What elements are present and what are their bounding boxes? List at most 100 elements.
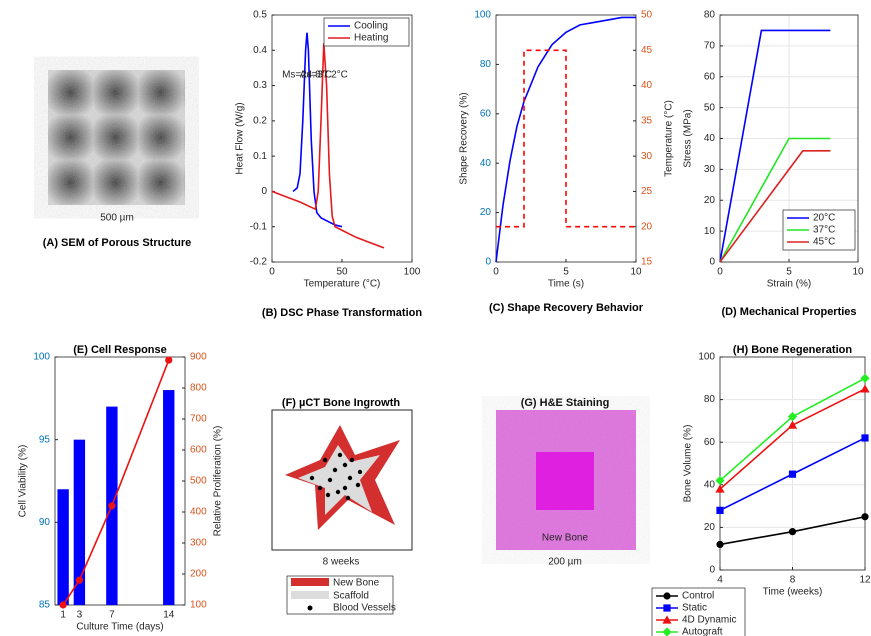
x-tick-label: 5 xyxy=(563,267,569,278)
y-tick-label: 0.2 xyxy=(253,115,267,126)
y2-tick-label: 400 xyxy=(190,507,207,518)
scale-label: 500 µm xyxy=(100,213,134,224)
y-tick-label: 100 xyxy=(474,10,491,21)
y-axis-label: Heat Flow (W/g) xyxy=(235,102,246,174)
y-tick-label: 0.3 xyxy=(253,80,267,91)
y-axis-label: Bone Volume (%) xyxy=(683,425,694,503)
annotation: Ms=24.8°C xyxy=(282,70,332,81)
x-tick-label: 0 xyxy=(493,267,499,278)
y-tick-label: 10 xyxy=(704,226,716,237)
legend-label: 20°C xyxy=(813,213,835,224)
marker xyxy=(788,470,797,478)
legend-box xyxy=(323,17,410,47)
marker xyxy=(787,420,798,429)
y-tick-label: 0 xyxy=(709,257,715,268)
y-axis-label: Shape Recovery (%) xyxy=(459,92,470,184)
legend-label: Cooling xyxy=(354,21,388,32)
axes-border xyxy=(719,14,859,263)
legend-label: Static xyxy=(682,603,707,614)
x-axis-label: Time (s) xyxy=(548,279,584,290)
bar xyxy=(57,489,69,605)
marker xyxy=(59,601,67,609)
x-tick-label: 1 xyxy=(60,610,66,621)
y-tick-label: 30 xyxy=(704,164,716,175)
line xyxy=(496,49,636,228)
y2-tick-label: 900 xyxy=(190,352,207,363)
y2-axis-label: Temperature (°C) xyxy=(664,100,675,177)
scale-label: 8 weeks xyxy=(323,557,360,568)
marker xyxy=(861,434,869,442)
y-tick-label: 0.1 xyxy=(253,151,267,162)
y-tick-label: 80 xyxy=(480,59,492,70)
bar xyxy=(163,390,175,605)
marker xyxy=(716,506,724,514)
marker xyxy=(787,412,798,422)
y-tick-label: 40 xyxy=(704,133,716,144)
x-axis-label: Culture Time (days) xyxy=(76,622,163,633)
y2-tick-label: 700 xyxy=(190,414,207,425)
x-axis-label: Time (weeks) xyxy=(763,587,823,598)
y2-tick-label: 45 xyxy=(641,45,653,56)
legend-label: Heating xyxy=(354,33,388,44)
x-tick-label: 10 xyxy=(630,267,642,278)
y2-tick-label: 25 xyxy=(641,186,653,197)
y-tick-label: 60 xyxy=(704,437,716,448)
y-tick-label: -0.1 xyxy=(250,221,268,232)
y-tick-label: 20 xyxy=(704,522,716,533)
panel-title: (A) SEM of Porous Structure xyxy=(43,237,192,249)
y-tick-label: 0.5 xyxy=(253,10,267,21)
y-tick-label: 20 xyxy=(704,195,716,206)
panel-title: (B) DSC Phase Transformation xyxy=(262,307,422,319)
marker xyxy=(165,356,173,364)
y2-tick-label: 50 xyxy=(641,10,653,21)
marker xyxy=(662,627,672,636)
y-tick-label: 95 xyxy=(39,434,51,445)
y-tick-label: 0 xyxy=(485,257,491,268)
x-tick-label: 7 xyxy=(109,610,115,621)
y-axis-label: Stress (MPa) xyxy=(683,109,694,167)
x-tick-label: 10 xyxy=(852,267,864,278)
y-tick-label: 100 xyxy=(698,352,715,363)
y2-tick-label: 100 xyxy=(190,600,207,611)
y2-tick-label: 200 xyxy=(190,569,207,580)
marker xyxy=(662,615,672,624)
x-tick-label: 0 xyxy=(717,267,723,278)
scale-label: 200 µm xyxy=(548,557,582,568)
x-tick-label: 12 xyxy=(859,575,871,586)
x-tick-label: 14 xyxy=(163,610,175,621)
marker xyxy=(715,475,725,486)
line xyxy=(495,16,636,263)
y2-tick-label: 500 xyxy=(190,476,207,487)
y-tick-label: 90 xyxy=(39,517,51,528)
y-tick-label: 20 xyxy=(480,207,492,218)
marker xyxy=(788,528,797,536)
new-bone-region xyxy=(536,452,594,510)
y2-tick-label: 600 xyxy=(190,445,207,456)
line xyxy=(719,29,831,263)
y-tick-label: 80 xyxy=(704,394,716,405)
line xyxy=(292,32,343,228)
y-tick-label: 60 xyxy=(704,71,716,82)
x-tick-label: 0 xyxy=(269,267,275,278)
marker xyxy=(860,373,870,383)
x-axis-label: Temperature (°C) xyxy=(304,279,381,290)
axes-frame xyxy=(271,14,413,263)
y-tick-label: 0 xyxy=(709,565,715,576)
x-tick-label: 3 xyxy=(77,610,83,621)
legend-label: Blood Vessels xyxy=(333,603,396,614)
x-tick-label: 8 xyxy=(790,575,796,586)
y-axis-label: Cell Viability (%) xyxy=(18,445,29,518)
axes-title: (E) Cell Response xyxy=(73,344,167,356)
legend-label: Control xyxy=(682,591,714,602)
y-tick-label: 0.4 xyxy=(253,45,267,56)
line xyxy=(62,359,170,606)
legend-swatch xyxy=(307,605,313,611)
y-tick-label: 100 xyxy=(33,352,50,363)
legend-label: 4D Dynamic xyxy=(682,615,736,626)
legend-swatch xyxy=(291,591,329,599)
legend-label: 37°C xyxy=(813,225,835,236)
panel-title: (D) Mechanical Properties xyxy=(721,306,856,318)
line xyxy=(719,137,831,263)
y2-axis-label: Relative Proliferation (%) xyxy=(213,426,224,537)
legend-label: Scaffold xyxy=(333,591,369,602)
